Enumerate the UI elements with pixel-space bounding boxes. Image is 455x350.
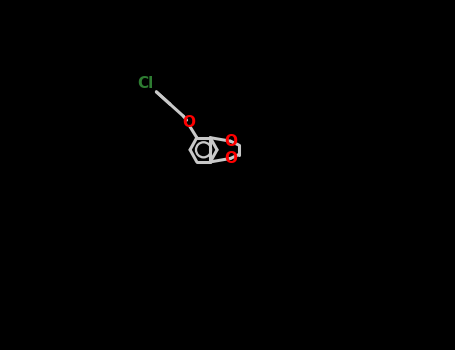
Text: O: O	[224, 151, 237, 166]
Text: Cl: Cl	[137, 76, 154, 91]
Text: O: O	[182, 116, 195, 130]
Text: O: O	[224, 134, 237, 149]
